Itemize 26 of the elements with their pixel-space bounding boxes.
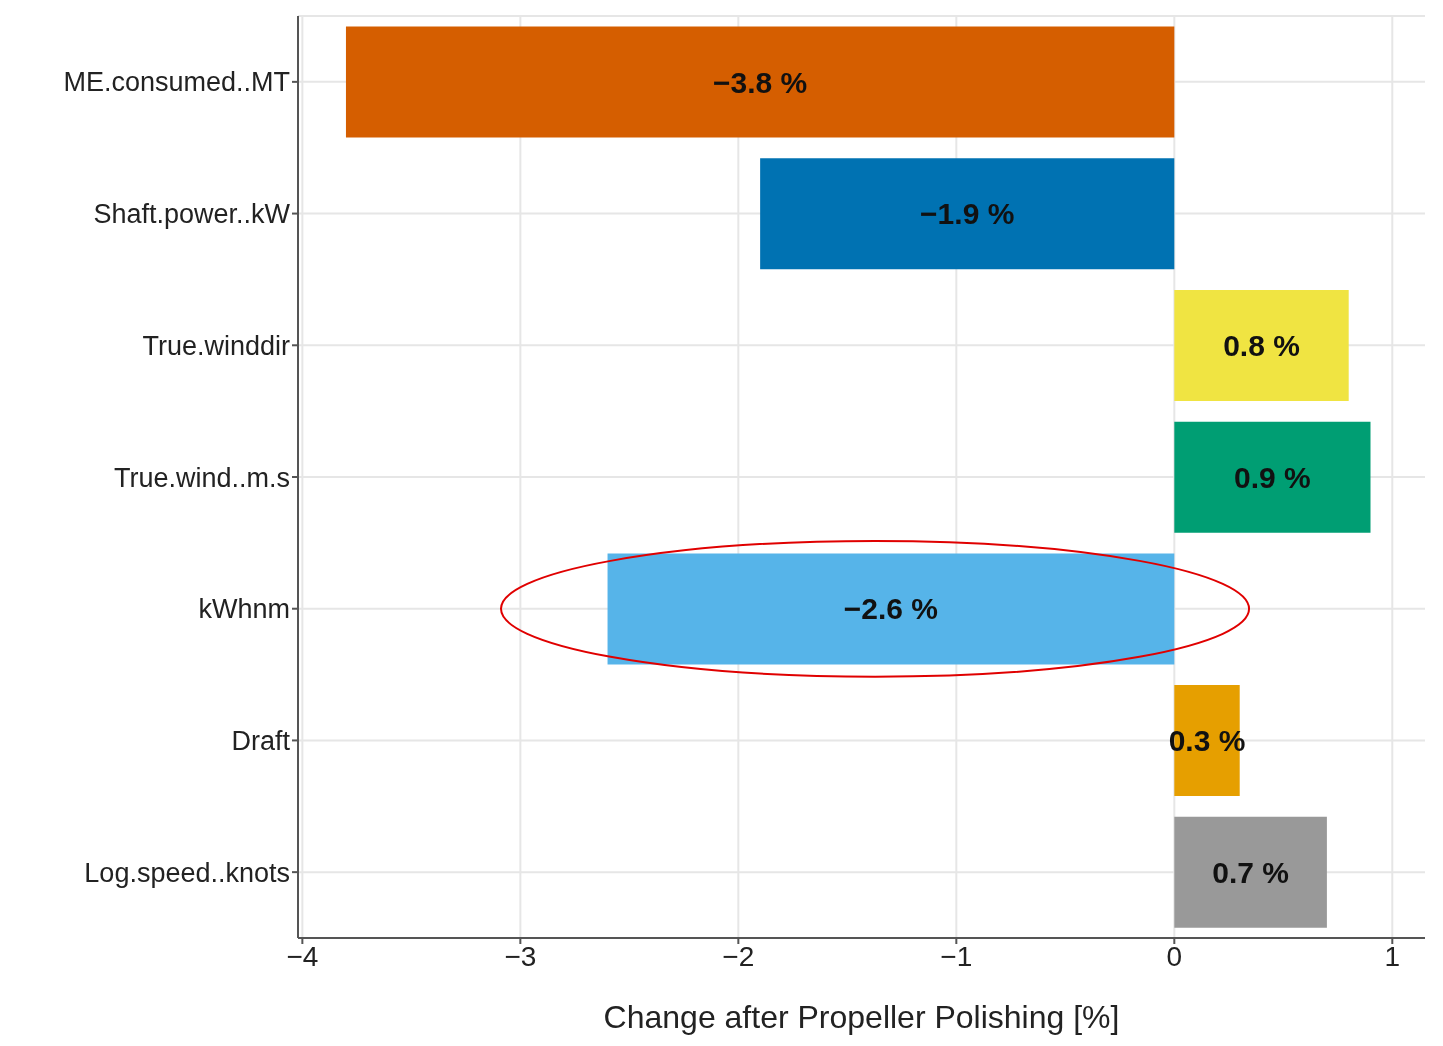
x-tick-label: −3 — [504, 940, 537, 972]
data-label: −2.6 % — [843, 592, 939, 626]
x-tick-label: −2 — [722, 940, 755, 972]
data-label: 0.9 % — [1234, 460, 1311, 494]
data-label: −3.8 % — [713, 65, 808, 99]
bar — [1174, 289, 1349, 401]
y-tick-label: ME.consumed..MT — [63, 67, 290, 98]
y-tick-label: kWhnm — [198, 594, 290, 625]
y-tick-label: True.wind..m.s — [113, 462, 290, 493]
bar — [760, 158, 1175, 270]
data-label: 0.8 % — [1223, 328, 1300, 362]
x-tick-label: −4 — [286, 940, 319, 972]
x-axis-title: Change after Propeller Polishing [%] — [603, 999, 1120, 1035]
x-tick-label: −1 — [940, 940, 973, 972]
y-tick-label: True.winddir — [142, 330, 290, 361]
bar — [607, 553, 1175, 665]
y-tick-label: Draft — [231, 726, 291, 757]
y-tick-label: Shaft.power..kW — [93, 199, 291, 230]
x-tick-label: 1 — [1384, 940, 1401, 972]
data-label: 0.7 % — [1212, 855, 1289, 889]
bar — [345, 26, 1175, 138]
y-tick-label: Log.speed..knots — [84, 857, 290, 888]
bar — [1174, 421, 1371, 533]
data-label: −1.9 % — [920, 197, 1015, 231]
x-tick-label: 0 — [1166, 940, 1183, 972]
bar — [1174, 816, 1327, 928]
